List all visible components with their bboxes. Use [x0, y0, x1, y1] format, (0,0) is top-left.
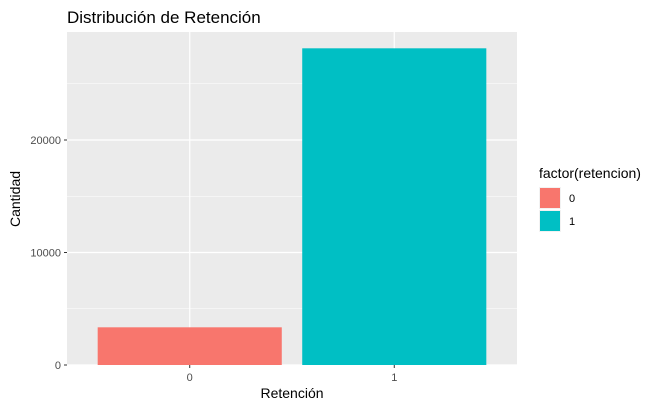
- y-tick-label: 0: [55, 360, 61, 372]
- y-axis: 0 10000 20000: [30, 135, 67, 372]
- y-axis-title: Cantidad: [7, 171, 23, 227]
- legend-title: factor(retencion): [539, 165, 641, 181]
- x-axis-title: Retención: [260, 385, 323, 401]
- y-tick-label: 10000: [30, 248, 61, 260]
- bars: [97, 48, 487, 365]
- legend-key-1: [540, 211, 560, 231]
- legend-key-0: [540, 188, 560, 208]
- legend-label: 0: [569, 193, 575, 205]
- bar-0: [97, 327, 282, 365]
- chart-title: Distribución de Retención: [67, 8, 261, 27]
- x-tick-label: 0: [187, 372, 193, 384]
- legend-label: 1: [569, 216, 575, 228]
- legend: factor(retencion) 0 1: [539, 165, 641, 232]
- bar-1: [302, 48, 487, 365]
- x-tick-label: 1: [391, 372, 397, 384]
- y-tick-label: 20000: [30, 135, 61, 147]
